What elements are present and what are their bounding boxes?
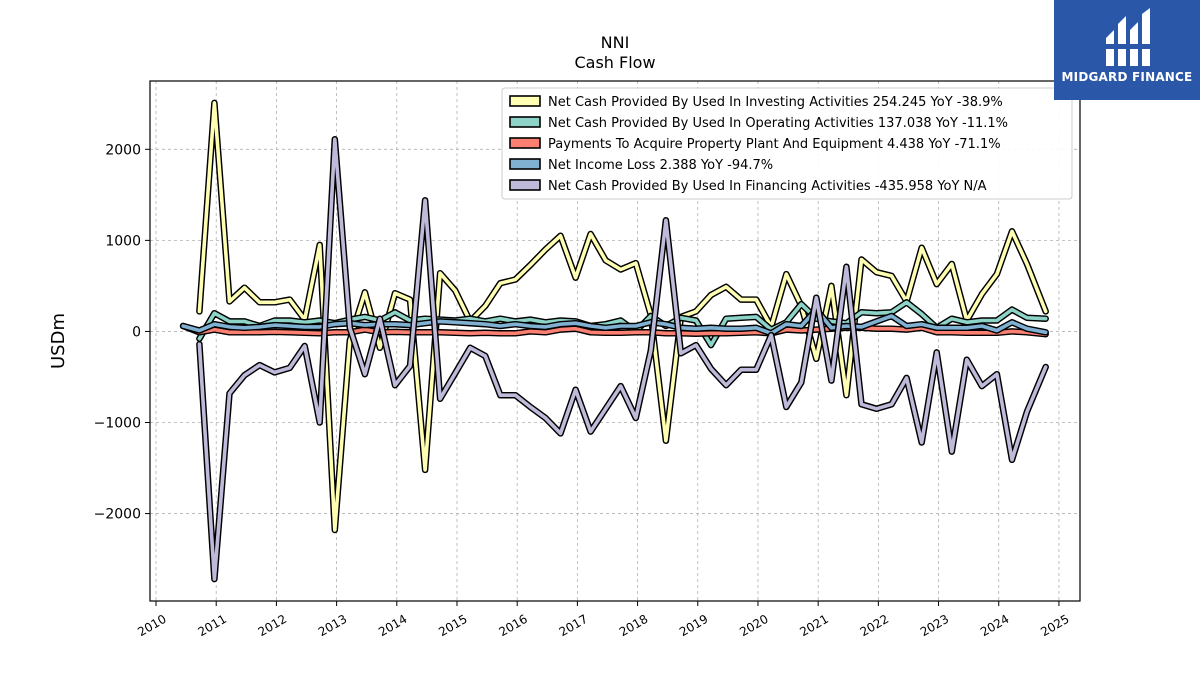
legend-entry: Net Cash Provided By Used In Operating A… <box>548 116 1008 131</box>
x-tick-label: 2018 <box>617 612 650 639</box>
y-axis-label: USDm <box>48 313 69 369</box>
x-tick-label: 2019 <box>677 612 710 639</box>
legend-swatch <box>509 95 541 107</box>
logo-mark-icon <box>1106 8 1150 66</box>
x-tick-label: 2022 <box>858 612 891 639</box>
x-tick-label: 2016 <box>496 612 529 639</box>
y-tick-label: 0 <box>132 324 141 340</box>
x-tick-label: 2020 <box>737 612 770 639</box>
x-tick-label: 2013 <box>316 612 349 639</box>
legend-box <box>501 87 1073 200</box>
axis-ticks: 2010 2011 2012 2013 2014 2015 2016 2017 2018 2019… <box>94 142 1072 639</box>
x-tick-label: 2017 <box>557 612 590 639</box>
x-tick-label: 2012 <box>256 612 289 639</box>
legend-swatch <box>509 158 541 170</box>
y-tick-label: −1000 <box>94 416 141 432</box>
series-line-5 <box>197 137 1048 581</box>
legend-entry: Net Income Loss 2.388 YoY -94.7% <box>548 158 773 173</box>
legend-swatch <box>509 137 541 149</box>
legend-entry: Payments To Acquire Property Plant And E… <box>548 137 1001 152</box>
x-tick-label: 2021 <box>797 612 830 639</box>
logo-text: MIDGARD FINANCE <box>1061 70 1193 84</box>
x-tick-label: 2023 <box>918 612 951 639</box>
chart-title: NNI <box>601 33 630 52</box>
x-tick-label: 2014 <box>376 612 409 639</box>
series-line-1 <box>197 101 1048 532</box>
axes-frame <box>149 80 1081 602</box>
series-lines <box>179 99 1049 583</box>
legend-swatch <box>509 179 541 191</box>
legend-entry: Net Cash Provided By Used In Investing A… <box>548 95 1003 110</box>
y-tick-label: 2000 <box>105 142 141 158</box>
y-tick-label: 1000 <box>105 233 141 249</box>
legend-swatch <box>509 116 541 128</box>
legend: Net Cash Provided By Used In Investing A… <box>501 87 1073 200</box>
y-tick-label: −2000 <box>94 507 141 523</box>
x-tick-label: 2011 <box>195 612 228 639</box>
x-tick-label: 2025 <box>1038 612 1071 639</box>
x-tick-label: 2015 <box>436 612 469 639</box>
x-tick-label: 2024 <box>978 612 1011 639</box>
brand-logo: MIDGARD FINANCE <box>1054 0 1200 100</box>
x-tick-label: 2010 <box>135 612 168 639</box>
legend-entry: Net Cash Provided By Used In Financing A… <box>548 179 987 194</box>
chart-subtitle: Cash Flow <box>574 53 655 72</box>
